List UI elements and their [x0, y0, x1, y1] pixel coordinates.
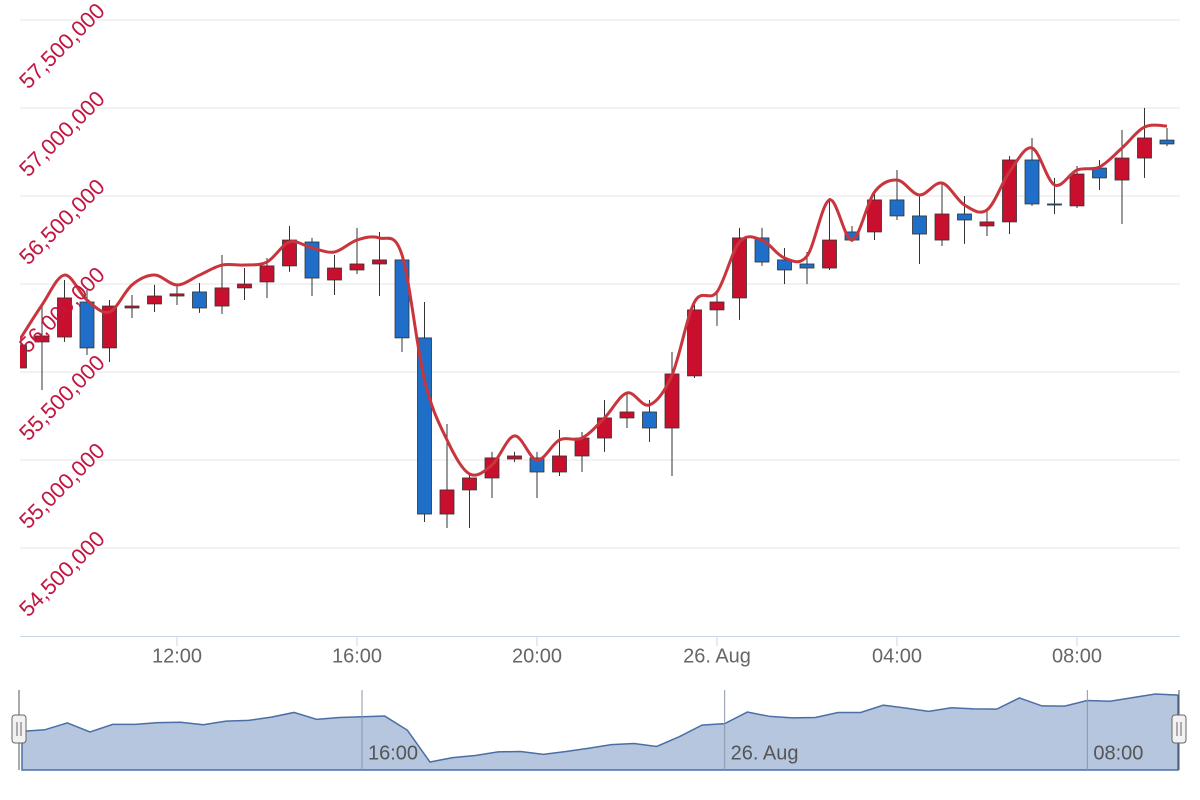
candle-body [1047, 203, 1062, 206]
candle-body [57, 297, 72, 338]
candle-body [417, 337, 432, 515]
candle-body [934, 213, 950, 241]
candle-body [507, 455, 522, 460]
candle-body [1159, 139, 1175, 145]
navigator-handle[interactable] [11, 714, 27, 744]
candle-body [237, 283, 252, 289]
grid [20, 19, 1180, 549]
candle-body [169, 293, 185, 297]
candle-body [147, 295, 162, 305]
candle-body [957, 213, 972, 221]
candle-body [20, 344, 27, 369]
candle-body [642, 411, 657, 429]
candle-body [1069, 173, 1085, 207]
candle-body [799, 263, 815, 269]
candle-body [687, 309, 702, 377]
y-tick-label: 56,500,000 [14, 174, 110, 270]
candle-body [372, 259, 387, 265]
candle-body [754, 237, 770, 263]
candle-body [529, 457, 545, 473]
x-tick-label: 26. Aug [683, 645, 751, 667]
candle-body [574, 437, 590, 457]
plot-area [20, 108, 1175, 528]
candle-body [462, 477, 477, 491]
candle-body [732, 237, 747, 299]
y-tick-label: 55,000,000 [14, 438, 110, 534]
candle-body [867, 199, 882, 233]
x-tick-label: 20:00 [512, 645, 562, 667]
candle-body [619, 411, 635, 419]
candle-body [124, 305, 140, 309]
candle-body [304, 241, 320, 279]
candle-body [777, 259, 792, 271]
candle-body [822, 239, 837, 269]
candle-body [912, 215, 927, 235]
x-tick-label: 16:00 [332, 645, 382, 667]
axes: 54,500,00055,000,00055,500,00056,000,000… [14, 0, 1180, 667]
x-tick-label: 04:00 [872, 645, 922, 667]
candle-body [1137, 137, 1152, 159]
candle-body [1024, 159, 1040, 205]
navigator-handle[interactable] [1171, 714, 1187, 744]
navigator-area [21, 693, 1179, 771]
x-tick-label: 12:00 [152, 645, 202, 667]
navigator-tick-label: 26. Aug [731, 742, 799, 764]
candle-body [192, 291, 207, 309]
candle-body [327, 267, 342, 281]
navigator-tick-label: 16:00 [368, 742, 418, 764]
candle-body [709, 301, 725, 311]
candle-body [282, 239, 297, 267]
candle-body [1114, 157, 1130, 181]
candle-body [889, 199, 905, 217]
line-series [20, 123, 1168, 477]
y-tick-label: 57,500,000 [14, 0, 110, 94]
navigator: 16:00 26. Aug 08:00 [11, 690, 1187, 771]
y-tick-label: 54,500,000 [14, 526, 110, 622]
candle-body [34, 335, 50, 343]
y-tick-label: 55,500,000 [14, 350, 110, 446]
candle-body [439, 489, 455, 515]
x-tick-label: 08:00 [1052, 645, 1102, 667]
candle-body [552, 455, 567, 473]
y-tick-label: 57,000,000 [14, 86, 110, 182]
candle-body [259, 265, 275, 283]
candle-body [79, 301, 95, 349]
candle-body [1002, 159, 1017, 223]
candle-body [979, 221, 995, 227]
candle-body [102, 305, 117, 349]
navigator-tick-label: 08:00 [1093, 742, 1143, 764]
candle-body [349, 263, 365, 271]
candle-body [214, 287, 230, 307]
